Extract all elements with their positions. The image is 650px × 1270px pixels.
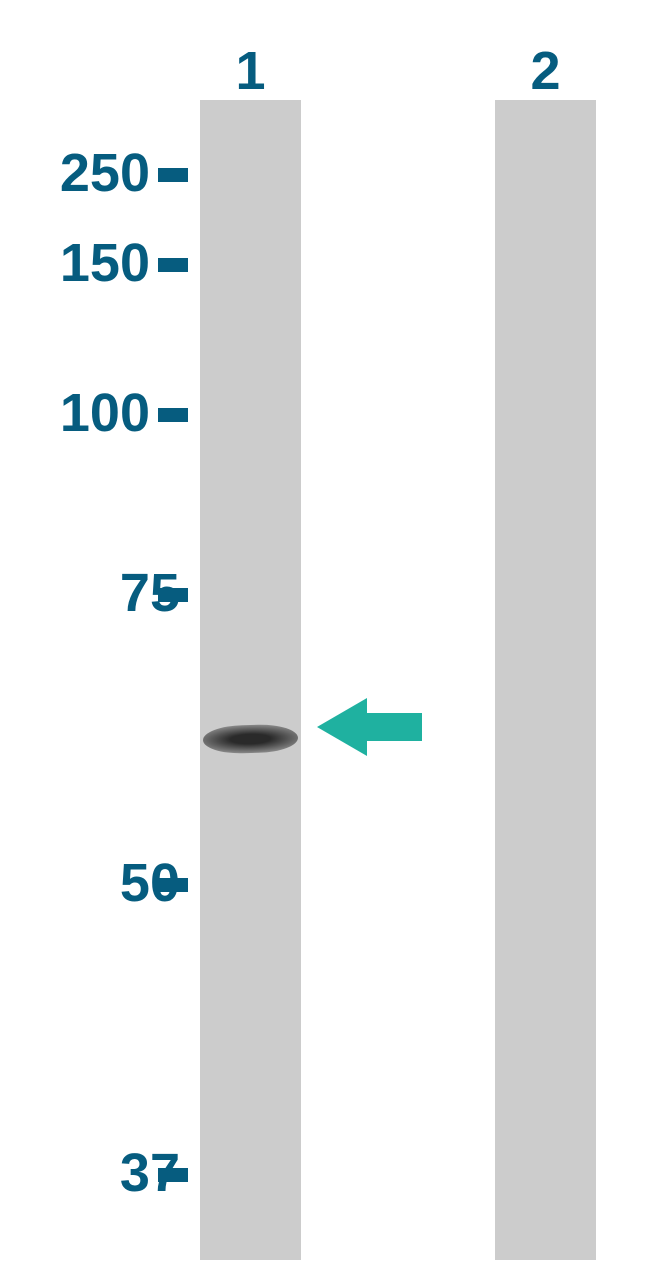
mw-marker-tick-37	[158, 1168, 188, 1182]
mw-marker-label-150: 150	[40, 232, 150, 294]
arrow-head-icon	[317, 698, 367, 756]
mw-marker-label-100: 100	[40, 382, 150, 444]
mw-marker-tick-75	[158, 588, 188, 602]
mw-marker-tick-100	[158, 408, 188, 422]
lane-1	[200, 100, 301, 1260]
lane-header-2: 2	[516, 40, 576, 102]
mw-marker-label-250: 250	[40, 142, 150, 204]
lane-header-1: 1	[221, 40, 281, 102]
western-blot-figure: 12250150100755037	[0, 0, 650, 1270]
arrow-shaft	[367, 713, 422, 741]
lane-2	[495, 100, 596, 1260]
band-indicator-arrow	[317, 698, 422, 756]
mw-marker-tick-150	[158, 258, 188, 272]
mw-marker-tick-250	[158, 168, 188, 182]
mw-marker-tick-50	[158, 878, 188, 892]
